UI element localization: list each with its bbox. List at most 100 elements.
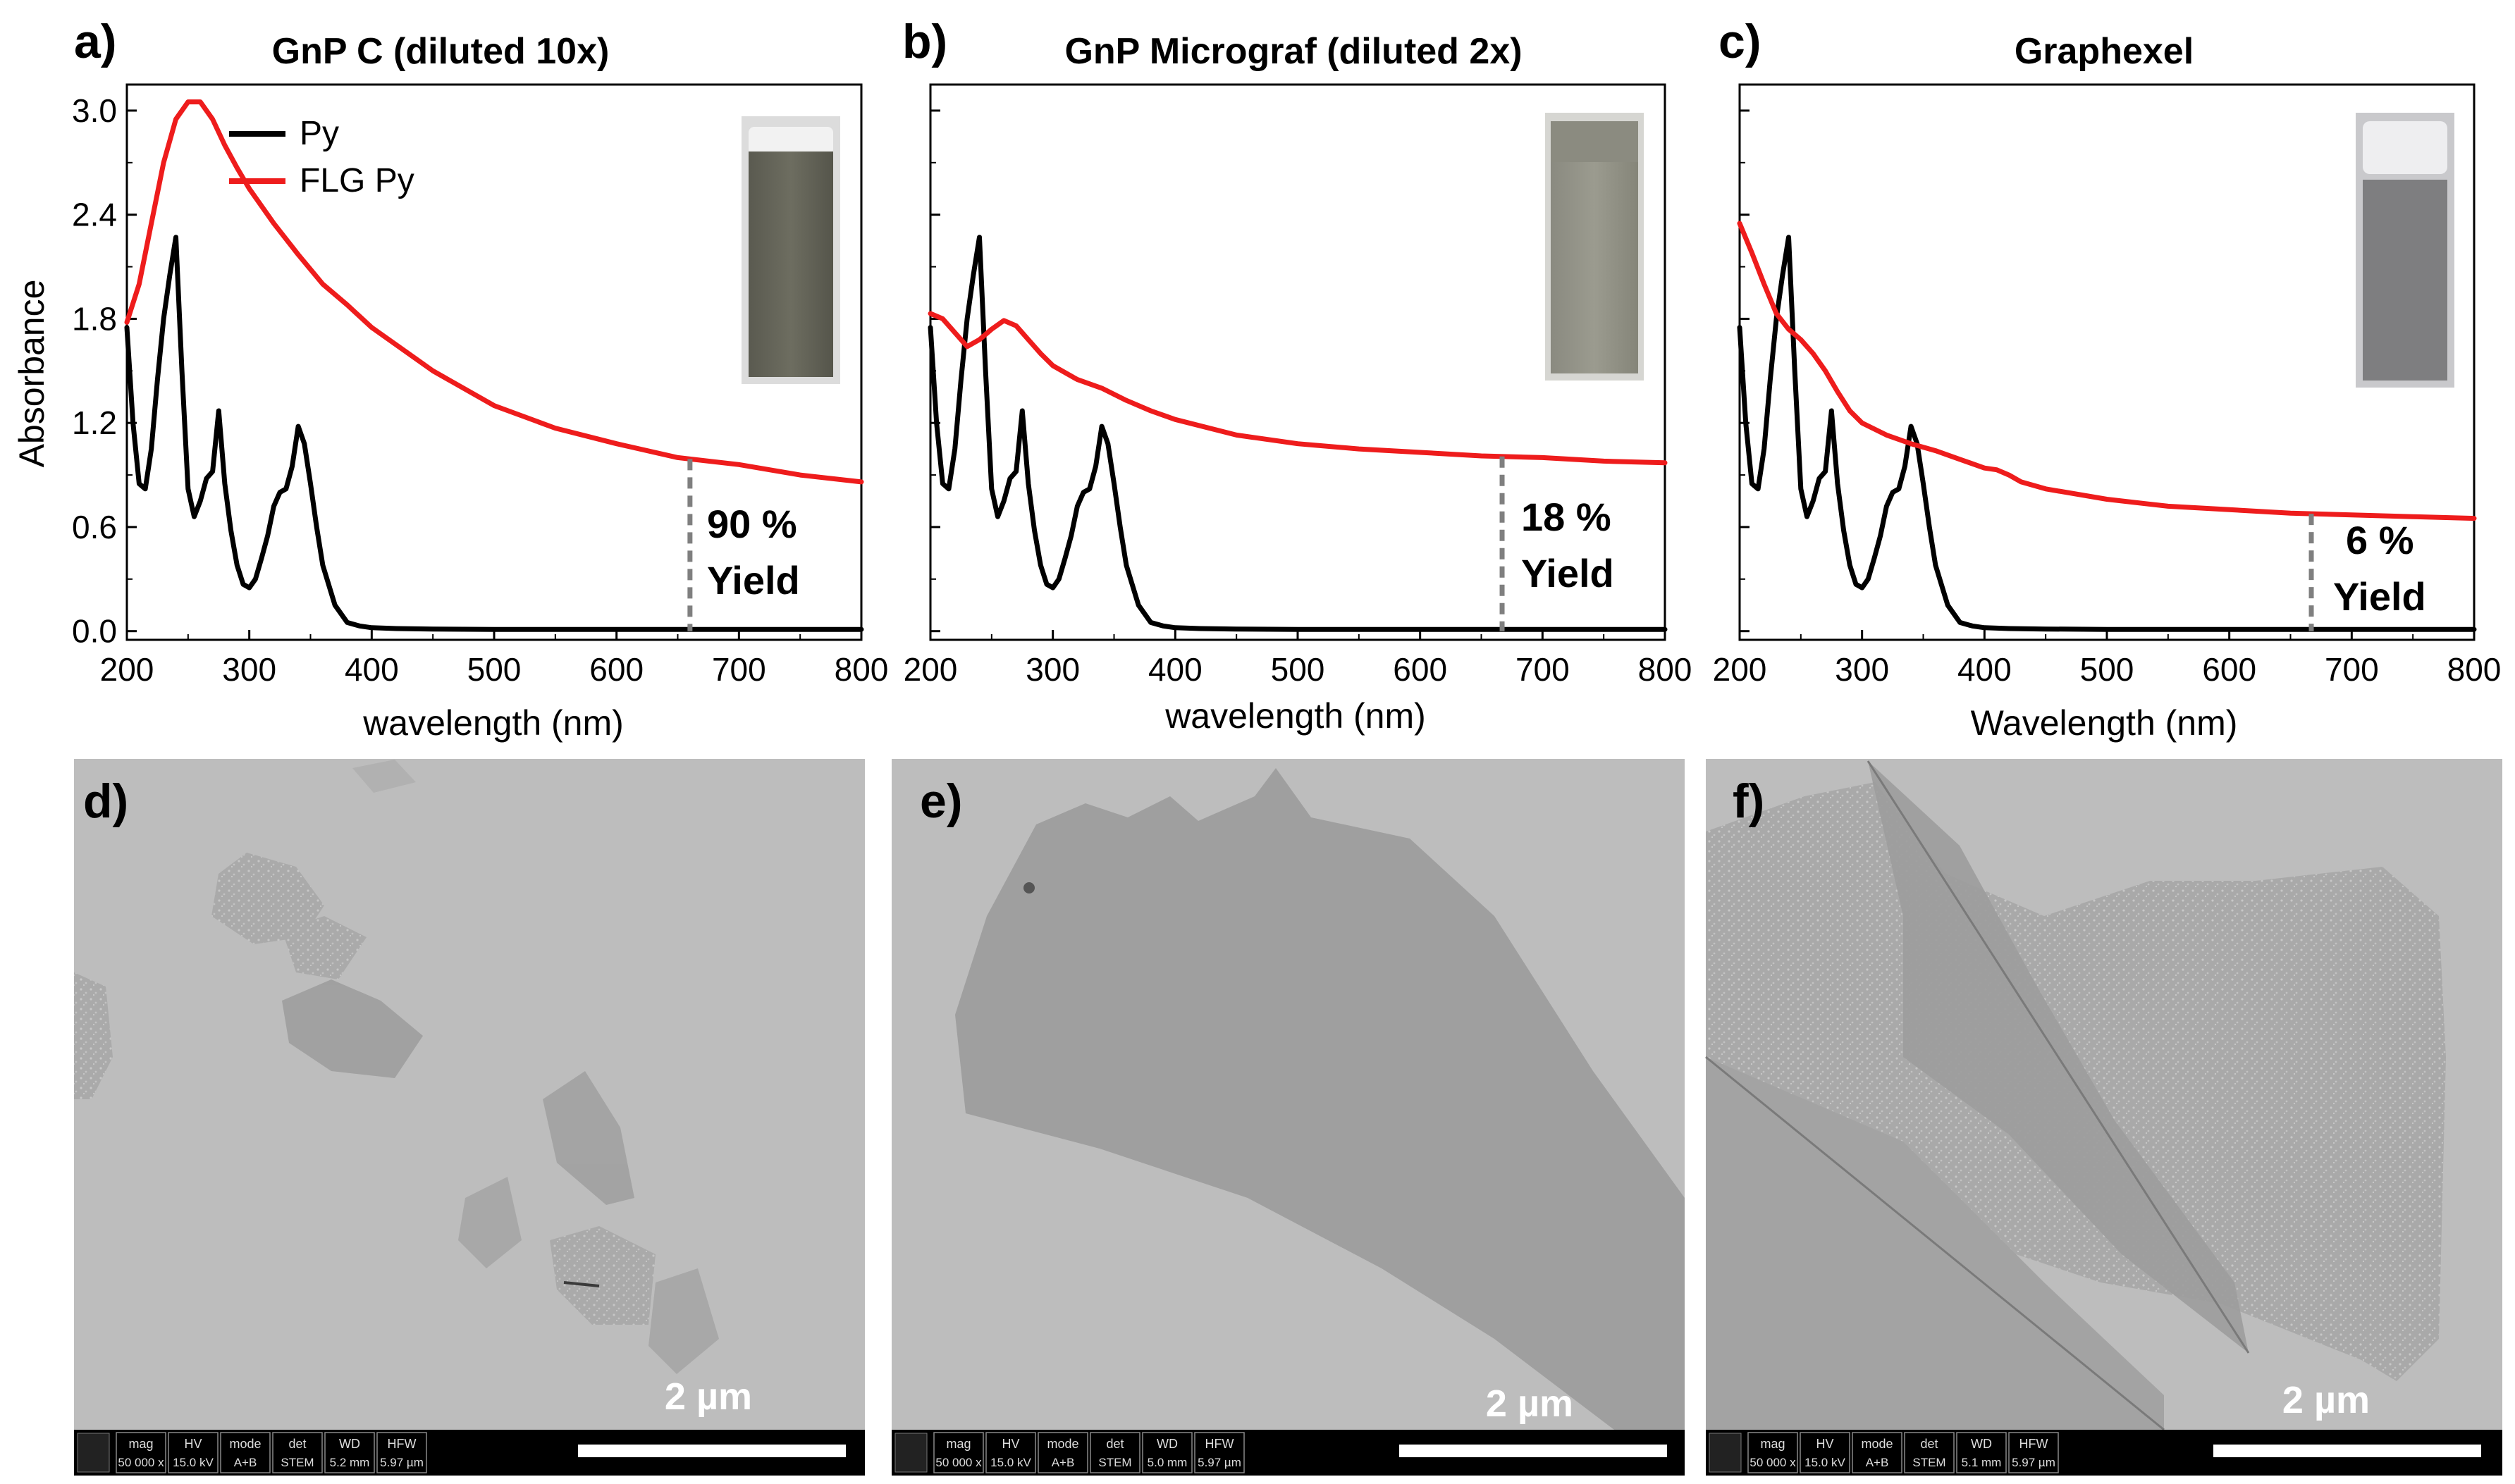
x-tick-label: 700 (1515, 651, 1570, 688)
info-cell-label: mode (229, 1437, 261, 1451)
series-line-flg-py (1737, 221, 2477, 521)
y-tick-label: 0.6 (72, 509, 117, 545)
info-cell-value: A+B (1866, 1456, 1889, 1469)
info-cell (1090, 1432, 1140, 1473)
scale-bar (2213, 1445, 2481, 1457)
info-cell (1038, 1432, 1088, 1473)
info-cell-label: WD (1157, 1437, 1178, 1451)
inset-cuvette-photo (742, 116, 840, 384)
info-cell (1747, 1432, 1798, 1473)
series-line-py (928, 235, 1668, 632)
info-cell-value: 5.97 µm (380, 1456, 424, 1469)
sem-info-bar: mag 50 000 x HV 15.0 kV mode A+B det STEM WD 5.2 … (74, 1430, 865, 1476)
y-tick-label: 3.0 (72, 92, 117, 129)
chart-panel-b: b) GnP Micrograf (diluted 2x) 200 300 400 5… (902, 15, 1692, 736)
plot-area: 200 300 400 500 600 700 800 (904, 83, 1692, 688)
x-tick-label: 600 (2202, 651, 2256, 688)
info-cell-value: 50 000 x (118, 1456, 164, 1469)
yield-word: Yield (2333, 574, 2426, 619)
scale-bar (1399, 1445, 1667, 1457)
info-cell-label: HFW (388, 1437, 417, 1451)
x-axis-label: wavelength (nm) (1164, 696, 1426, 736)
info-cell-label: det (1920, 1437, 1938, 1451)
info-cell (272, 1432, 323, 1473)
sem-panel-d: d) 2 µm mag 50 000 x HV 15.0 kV mode A+B det ST… (74, 759, 865, 1476)
y-tick-label: 1.8 (72, 300, 117, 337)
x-tick-label: 300 (1835, 651, 1889, 688)
cuvette-liquid (749, 152, 833, 377)
series-line-py (1737, 235, 2477, 632)
x-tick-label: 300 (1026, 651, 1080, 688)
flake (458, 1177, 522, 1268)
cuvette-liquid (1551, 162, 1638, 373)
panel-label: b) (902, 15, 947, 68)
x-axis-label: wavelength (nm) (362, 703, 624, 743)
flake (282, 979, 423, 1078)
x-tick-label: 200 (904, 651, 958, 688)
cuvette-meniscus (749, 127, 833, 155)
yield-percent: 18 % (1521, 495, 1611, 539)
x-tick-label: 400 (345, 651, 399, 688)
plot-area: 200 300 400 500 600 700 800 (1713, 83, 2501, 688)
x-tick-label: 600 (1393, 651, 1447, 688)
chart-panel-a: a) GnP C (diluted 10x) Absorbance 200 300… (12, 15, 888, 743)
info-cell (168, 1432, 219, 1473)
info-cell-value: 15.0 kV (173, 1456, 214, 1469)
info-cell (324, 1432, 375, 1473)
inset-cuvette-photo (2356, 113, 2454, 388)
inset-cuvette-photo (1545, 113, 1644, 381)
info-cell (933, 1432, 984, 1473)
panel-label: a) (74, 15, 116, 68)
sem-panel-e: e) 2 µm mag 50 000 x HV 15.0 kV mode A+B det ST… (892, 759, 1685, 1476)
cuvette-liquid (2363, 180, 2447, 381)
info-cell-label: mode (1047, 1437, 1078, 1451)
yield-word: Yield (707, 558, 800, 602)
info-cell-label: mag (1760, 1437, 1785, 1451)
info-cell (1904, 1432, 1955, 1473)
flake-edge (1867, 760, 2250, 1354)
info-cell-value: 5.2 mm (330, 1456, 370, 1469)
info-cell-label: HV (1816, 1437, 1833, 1451)
info-cell-label: HFW (2019, 1437, 2048, 1451)
series-line-py (124, 235, 864, 632)
info-cell-value: A+B (234, 1456, 257, 1469)
legend-label-flg: FLG Py (300, 162, 414, 199)
info-cell-value: 50 000 x (935, 1456, 982, 1469)
scale-bar-label: 2 µm (665, 1375, 752, 1418)
flake (282, 916, 367, 979)
x-tick-label: 200 (1713, 651, 1767, 688)
panel-label: e) (920, 774, 962, 828)
info-cell (220, 1432, 271, 1473)
info-cell-value: STEM (1912, 1456, 1945, 1469)
graphene-flake (955, 768, 1685, 1430)
y-tick-label: 0.0 (72, 613, 117, 650)
info-cell-value: STEM (281, 1456, 314, 1469)
series-line-flg-py (928, 311, 1668, 466)
yield-word: Yield (1521, 551, 1614, 595)
yield-percent: 6 % (2346, 518, 2414, 562)
x-tick-label: 600 (589, 651, 644, 688)
info-cell-value: 15.0 kV (990, 1456, 1031, 1469)
sem-flakes (74, 760, 719, 1374)
info-cell (1800, 1432, 1850, 1473)
info-cell-value: 5.0 mm (1148, 1456, 1188, 1469)
flake-defect (1023, 882, 1035, 894)
info-cell-label: HV (184, 1437, 202, 1451)
info-cell (1956, 1432, 2007, 1473)
flake (74, 972, 113, 1099)
x-tick-label: 700 (712, 651, 766, 688)
chart-title: GnP C (diluted 10x) (272, 31, 610, 72)
info-cell (1142, 1432, 1193, 1473)
x-tick-label: 800 (835, 651, 889, 688)
info-cell-value: 15.0 kV (1804, 1456, 1845, 1469)
panel-label: c) (1718, 15, 1761, 68)
chart-panel-c: c) Graphexel 200 300 400 500 600 700 800 6 % Y… (1713, 15, 2502, 743)
flake (648, 1268, 719, 1374)
info-cell-value: STEM (1098, 1456, 1131, 1469)
legend-label-py: Py (300, 115, 339, 152)
info-cell-value: 5.97 µm (1198, 1456, 1241, 1469)
x-axis-label: Wavelength (nm) (1971, 703, 2238, 743)
scale-bar (578, 1445, 846, 1457)
series-line-flg-py (124, 99, 864, 485)
sem-image-background (74, 759, 865, 1430)
